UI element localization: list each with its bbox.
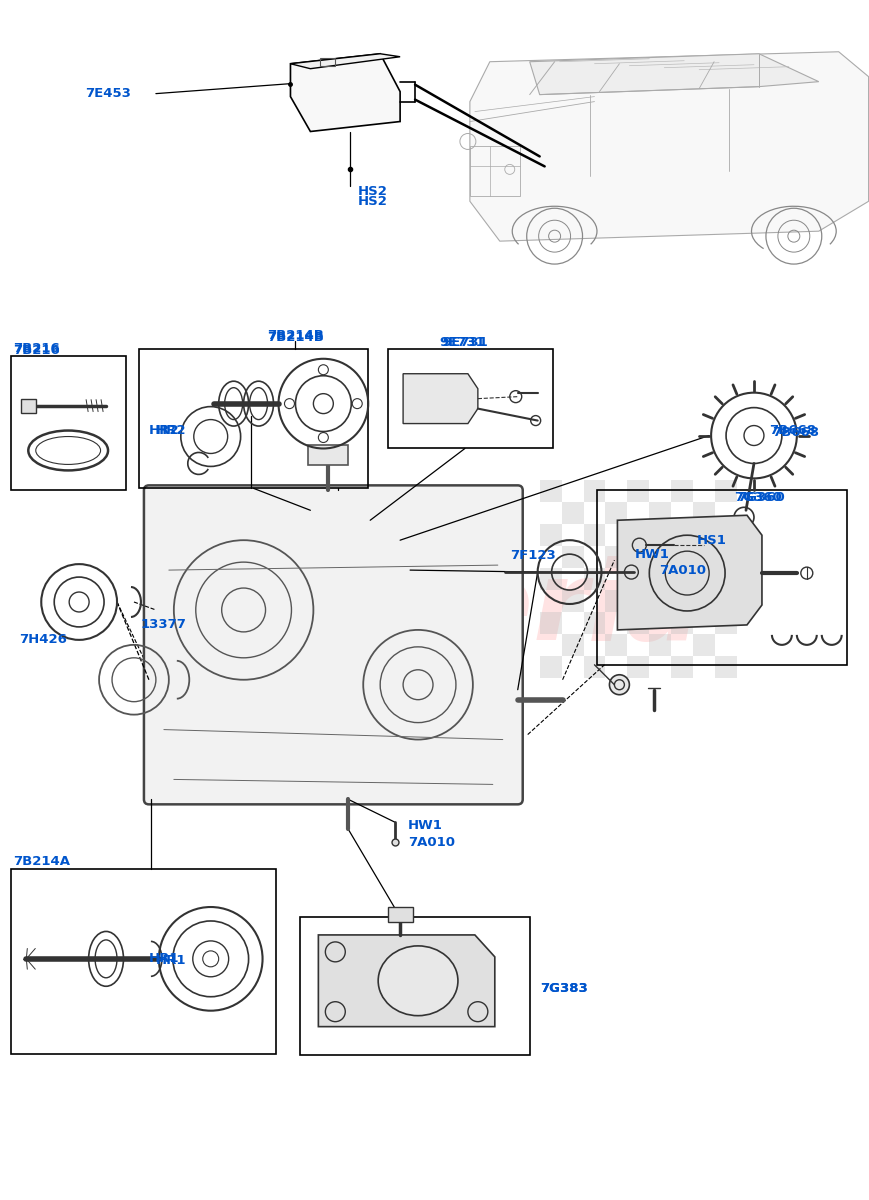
Bar	[605, 546, 627, 568]
Text: HR1: HR1	[156, 954, 186, 967]
Bar	[11, 355, 126, 491]
Text: 7H426: 7H426	[19, 634, 67, 647]
Bar	[671, 612, 693, 634]
Polygon shape	[318, 935, 494, 1027]
Bar	[671, 524, 693, 546]
Text: 7B214A: 7B214A	[13, 854, 70, 868]
Bar	[671, 480, 693, 503]
Circle shape	[632, 538, 646, 552]
Bar	[561, 634, 583, 656]
Text: 7B216: 7B216	[13, 342, 60, 355]
Text: 7E453: 7E453	[85, 88, 131, 100]
Bar	[539, 612, 561, 634]
Text: HR2: HR2	[156, 424, 186, 437]
Text: 7B216: 7B216	[13, 344, 60, 358]
Bar	[561, 503, 583, 524]
Bar	[139, 349, 368, 488]
Text: 7B668: 7B668	[771, 426, 818, 439]
Text: HR1: HR1	[149, 953, 179, 965]
Polygon shape	[290, 54, 400, 68]
Bar	[714, 480, 736, 503]
Bar	[583, 568, 605, 590]
Bar	[539, 656, 561, 678]
Bar	[714, 612, 736, 634]
Bar	[388, 349, 552, 449]
Bar	[627, 524, 648, 546]
Bar	[627, 656, 648, 678]
Bar	[605, 634, 627, 656]
Text: 13377: 13377	[141, 618, 187, 631]
Bar	[308, 445, 348, 466]
Bar	[22, 398, 36, 413]
Polygon shape	[402, 373, 477, 424]
Text: 7B214B: 7B214B	[267, 329, 323, 342]
Text: HS2: HS2	[358, 194, 388, 208]
Text: 7F123: 7F123	[509, 548, 555, 562]
Bar	[300, 917, 529, 1055]
Text: 7A010: 7A010	[659, 564, 706, 576]
Bar	[11, 869, 275, 1054]
Polygon shape	[290, 54, 400, 132]
Bar	[648, 634, 671, 656]
Text: 7G360: 7G360	[733, 491, 781, 504]
Polygon shape	[617, 515, 761, 630]
Bar	[597, 491, 846, 665]
Text: 7B214B: 7B214B	[267, 331, 323, 344]
Text: 7G383: 7G383	[539, 983, 587, 995]
Bar	[693, 634, 714, 656]
Bar	[648, 503, 671, 524]
Bar	[583, 524, 605, 546]
Ellipse shape	[378, 946, 457, 1015]
Bar	[561, 546, 583, 568]
Bar	[627, 568, 648, 590]
Bar	[627, 480, 648, 503]
Text: 7B668: 7B668	[768, 424, 815, 437]
Bar	[469, 146, 519, 197]
Bar	[583, 480, 605, 503]
Bar	[605, 503, 627, 524]
Bar	[671, 568, 693, 590]
Bar	[693, 546, 714, 568]
Bar	[388, 907, 413, 922]
Text: 7A010: 7A010	[408, 835, 454, 848]
Bar	[714, 524, 736, 546]
Bar	[605, 590, 627, 612]
Bar	[648, 590, 671, 612]
Text: HS1: HS1	[696, 534, 726, 547]
Bar	[583, 612, 605, 634]
Bar	[561, 590, 583, 612]
Text: HW1: HW1	[408, 818, 442, 832]
Text: 9E731: 9E731	[439, 336, 484, 349]
Bar	[671, 656, 693, 678]
Text: 7G383: 7G383	[539, 983, 587, 995]
FancyBboxPatch shape	[143, 485, 522, 804]
Circle shape	[609, 674, 628, 695]
Bar	[583, 656, 605, 678]
Bar	[627, 612, 648, 634]
Polygon shape	[529, 54, 818, 95]
Bar	[693, 503, 714, 524]
Bar	[693, 590, 714, 612]
Bar	[320, 58, 335, 66]
Bar	[648, 546, 671, 568]
Bar	[714, 656, 736, 678]
Text: 9E731: 9E731	[441, 336, 488, 349]
Text: HW1: HW1	[634, 547, 668, 560]
Bar	[539, 568, 561, 590]
Text: HR2: HR2	[149, 424, 179, 437]
Bar	[539, 524, 561, 546]
Bar	[539, 480, 561, 503]
Polygon shape	[469, 52, 867, 241]
Text: 7G360: 7G360	[736, 491, 784, 504]
Bar	[714, 568, 736, 590]
Text: scuderia: scuderia	[168, 557, 701, 664]
Text: HS2: HS2	[358, 185, 388, 198]
